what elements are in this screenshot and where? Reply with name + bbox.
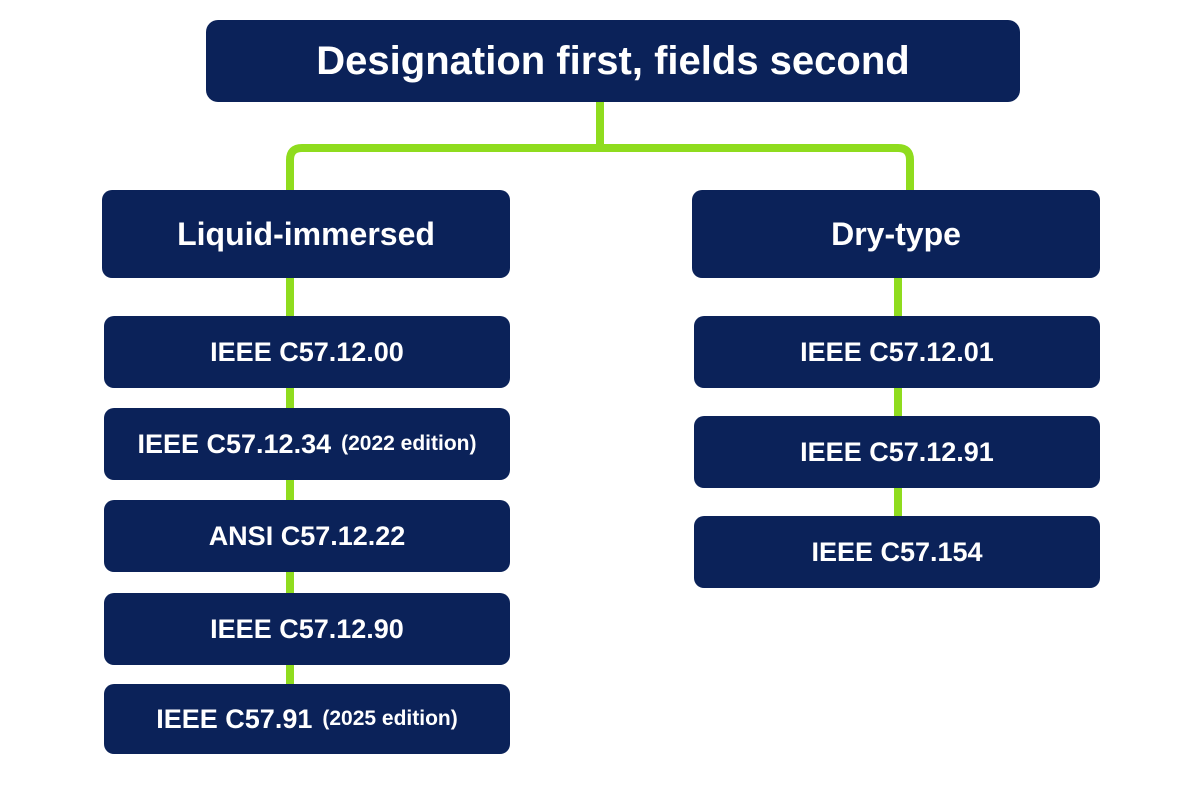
category-dry-type: Dry-type	[692, 190, 1100, 278]
branch-connector	[286, 144, 914, 192]
standard-node: IEEE C57.12.00	[104, 316, 510, 388]
standard-designation: IEEE C57.91	[156, 703, 313, 734]
standard-edition: (2025 edition)	[322, 707, 458, 730]
standard-node: ANSI C57.12.22	[104, 500, 510, 572]
standard-edition: (2022 edition)	[341, 432, 477, 455]
standard-designation: IEEE C57.12.01	[800, 336, 994, 367]
standard-node: IEEE C57.12.91	[694, 416, 1100, 488]
standard-designation: ANSI C57.12.22	[208, 520, 406, 551]
standard-designation: IEEE C57.12.90	[210, 613, 404, 644]
diagram-title-text: Designation first, fields second	[316, 38, 910, 83]
standard-designation: IEEE C57.12.91	[800, 436, 994, 467]
standard-node: IEEE C57.91 (2025 edition)	[104, 684, 510, 754]
standard-designation: IEEE C57.12.00	[210, 336, 404, 367]
diagram-title: Designation first, fields second	[206, 20, 1020, 102]
standard-designation: IEEE C57.154	[811, 536, 983, 567]
standard-node: IEEE C57.12.90	[104, 593, 510, 665]
category-label: Liquid-immersed	[177, 215, 435, 252]
standard-node: IEEE C57.12.34 (2022 edition)	[104, 408, 510, 480]
standard-designation: IEEE C57.12.34	[137, 428, 332, 459]
category-label: Dry-type	[831, 215, 961, 252]
standard-node: IEEE C57.12.01	[694, 316, 1100, 388]
standard-node: IEEE C57.154	[694, 516, 1100, 588]
category-liquid-immersed: Liquid-immersed	[102, 190, 510, 278]
